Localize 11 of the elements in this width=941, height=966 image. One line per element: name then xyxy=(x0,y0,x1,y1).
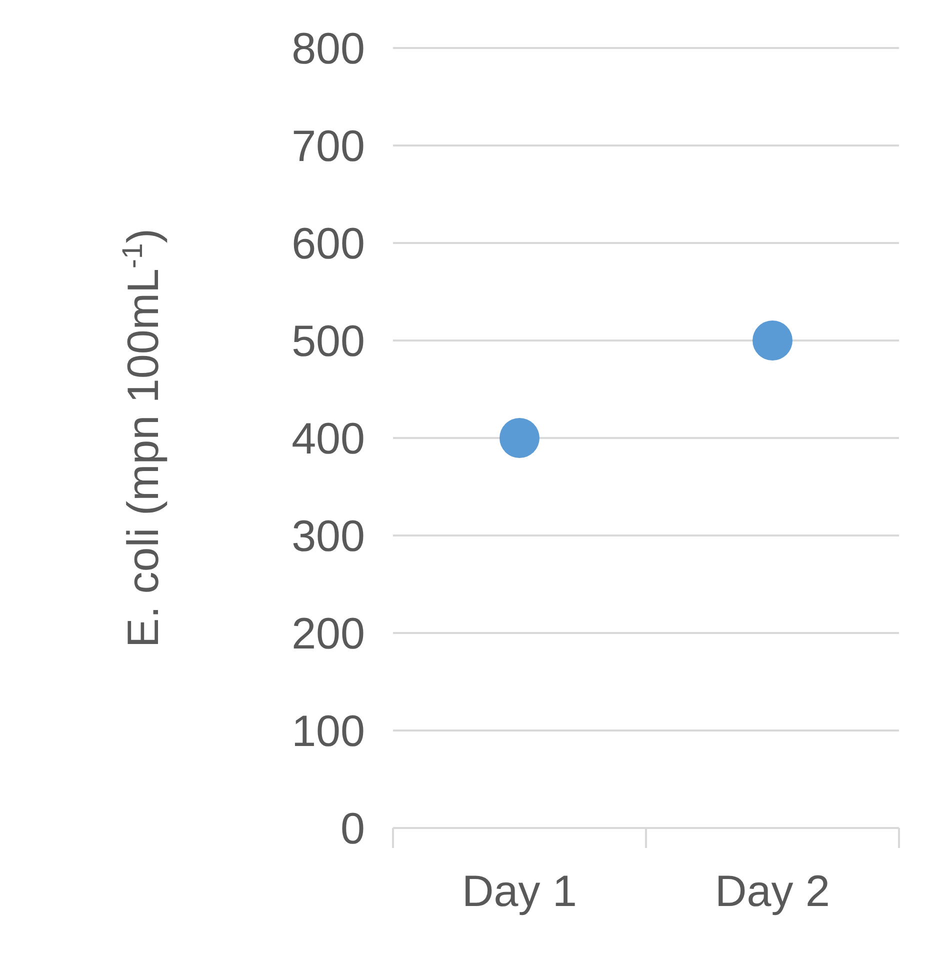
y-tick-label: 100 xyxy=(292,707,365,756)
y-tick-label: 800 xyxy=(292,24,365,74)
y-tick-label: 500 xyxy=(292,317,365,366)
y-tick-label: 400 xyxy=(292,414,365,464)
y-tick-label: 700 xyxy=(292,122,365,172)
x-tick-label: Day 1 xyxy=(462,867,577,916)
x-tick-label: Day 2 xyxy=(715,867,830,916)
y-tick-label: 600 xyxy=(292,220,365,269)
y-tick-label: 200 xyxy=(292,610,365,659)
y-tick-label: 300 xyxy=(292,512,365,562)
y-tick-label: 0 xyxy=(340,804,365,854)
